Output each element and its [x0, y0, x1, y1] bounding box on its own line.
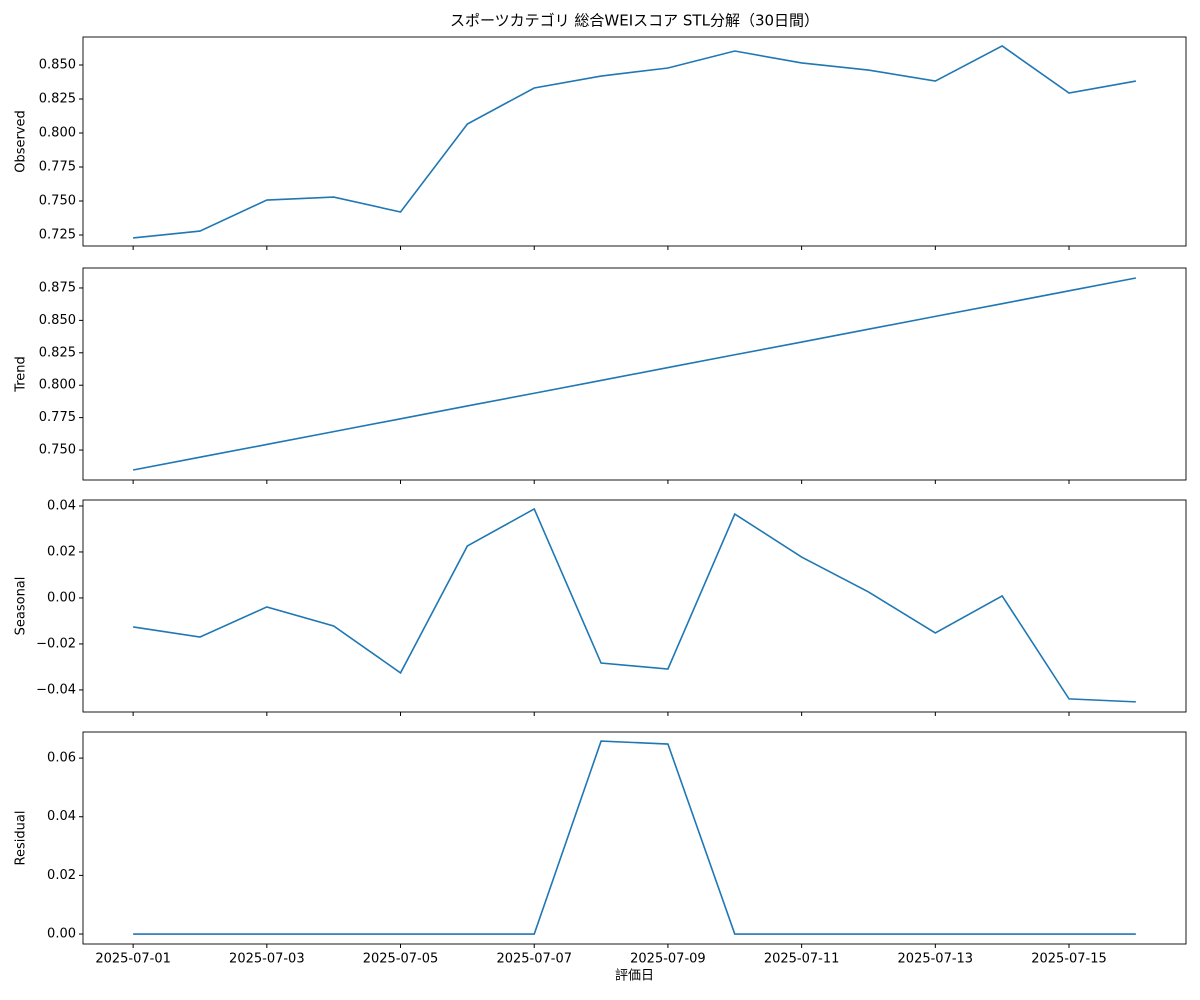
axes-frame: [82, 499, 1187, 713]
axes-frame: [82, 267, 1187, 481]
x-tick-label: 2025-07-09: [630, 952, 706, 967]
y-tick-label: 0.04: [47, 809, 76, 824]
axes-frame: [82, 731, 1187, 945]
series-line: [133, 740, 1136, 935]
y-tick-label: −0.02: [36, 636, 76, 651]
y-tick-label: 0.825: [39, 92, 76, 107]
y-axis-label: Observed: [14, 110, 29, 173]
y-tick-label: 0.02: [47, 544, 76, 559]
x-axis-label: 評価日: [615, 969, 654, 984]
y-tick-label: 0.800: [39, 378, 76, 393]
y-tick-label: 0.750: [39, 443, 76, 458]
y-axis-label: Residual: [14, 811, 29, 866]
y-tick-label: 0.00: [47, 927, 76, 942]
y-tick-label: 0.00: [47, 590, 76, 605]
x-tick-label: 2025-07-13: [898, 952, 974, 967]
series-line: [133, 507, 1136, 703]
y-tick-label: 0.04: [47, 498, 76, 513]
y-tick-label: 0.06: [47, 751, 76, 766]
y-axis-label: Seasonal: [14, 577, 29, 636]
series-line: [132, 277, 1137, 471]
x-tick-label: 2025-07-11: [764, 952, 840, 967]
y-tick-label: 0.725: [39, 227, 76, 242]
x-tick-label: 2025-07-15: [1031, 952, 1107, 967]
y-tick-label: 0.850: [39, 313, 76, 328]
y-tick-label: −0.04: [36, 682, 76, 697]
y-tick-label: 0.750: [39, 193, 76, 208]
y-tick-label: 0.850: [39, 58, 76, 73]
x-tick-label: 2025-07-03: [229, 952, 305, 967]
x-tick-label: 2025-07-01: [95, 952, 171, 967]
chart-title: スポーツカテゴリ 総合WEIスコア STL分解（30日間）: [450, 12, 819, 30]
x-tick-label: 2025-07-05: [363, 952, 439, 967]
y-tick-label: 0.875: [39, 280, 76, 295]
series-line: [133, 45, 1137, 239]
x-tick-label: 2025-07-07: [496, 952, 572, 967]
y-tick-label: 0.775: [39, 410, 76, 425]
y-tick-label: 0.02: [47, 868, 76, 883]
y-axis-label: Trend: [14, 356, 29, 393]
y-tick-label: 0.800: [39, 126, 76, 141]
y-tick-label: 0.825: [39, 345, 76, 360]
y-tick-label: 0.775: [39, 159, 76, 174]
axes-frame: [82, 36, 1187, 247]
